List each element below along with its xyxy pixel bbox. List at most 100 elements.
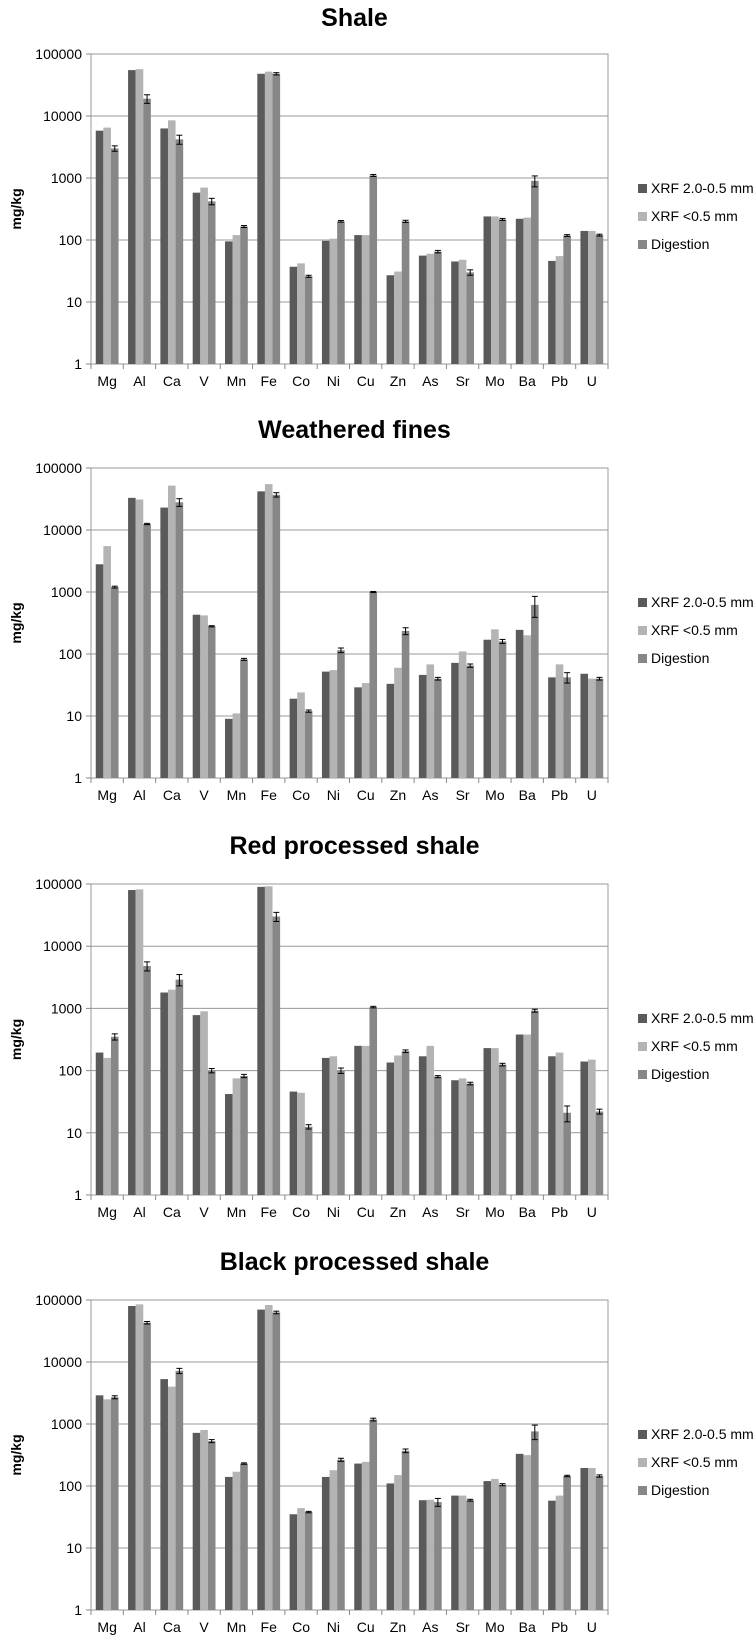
bar-2: [466, 272, 474, 364]
bar-0: [95, 1052, 104, 1195]
x-tick-label: Co: [292, 787, 310, 803]
bar-2: [401, 630, 410, 778]
bar-1: [491, 216, 499, 364]
bar-1: [361, 1461, 370, 1610]
bar-2: [175, 502, 184, 778]
y-tick-label: 1: [74, 1602, 82, 1618]
bar-2: [369, 1007, 378, 1195]
bar-1: [426, 1045, 435, 1195]
bar-1: [297, 692, 305, 778]
bar-2: [401, 1051, 410, 1195]
bar-0: [95, 564, 104, 778]
bar-1: [103, 1399, 111, 1610]
bar-0: [192, 614, 201, 778]
bar-2: [110, 1036, 119, 1195]
bar-0: [289, 1514, 298, 1610]
x-tick-label: Al: [133, 373, 145, 389]
bar-1: [264, 71, 273, 365]
bar-1: [135, 499, 144, 778]
x-tick-label: As: [422, 1619, 438, 1635]
bar-0: [289, 698, 298, 778]
bar-2: [498, 219, 507, 364]
bar-2: [304, 711, 313, 778]
x-tick-label: Mo: [485, 787, 505, 803]
y-tick-label: 100000: [35, 1292, 82, 1308]
legend-label: Digestion: [651, 236, 709, 252]
bar-2: [563, 677, 571, 778]
x-tick-label: V: [199, 373, 209, 389]
bar-0: [483, 216, 492, 364]
x-tick-label: Mn: [227, 373, 246, 389]
bar-0: [321, 671, 330, 778]
bar-1: [394, 1475, 402, 1610]
bar-1: [264, 886, 273, 1195]
legend-label: XRF 2.0-0.5 mm: [651, 180, 754, 196]
bar-2: [110, 1397, 119, 1610]
bar-2: [175, 139, 184, 364]
bar-2: [272, 494, 281, 778]
x-tick-label: Sr: [456, 373, 470, 389]
legend-swatch-0: [638, 184, 647, 193]
y-tick-label: 10: [66, 294, 82, 310]
legend-label: XRF 2.0-0.5 mm: [651, 1426, 754, 1442]
bar-2: [401, 221, 410, 364]
legend-swatch-0: [638, 598, 647, 607]
bar-0: [483, 639, 492, 778]
y-axis-label: mg/kg: [8, 1434, 24, 1475]
chart-panel-1: Weathered fines 1 10 100 1000 10000 100000 mg/k…: [8, 416, 754, 803]
bar-1: [200, 1430, 208, 1610]
x-tick-label: Mn: [227, 787, 246, 803]
bar-0: [128, 1306, 136, 1610]
bar-1: [458, 651, 467, 778]
bar-0: [95, 130, 104, 364]
bar-0: [354, 235, 362, 364]
bar-2: [337, 221, 345, 364]
bar-0: [160, 1379, 168, 1610]
chart-title: Shale: [321, 4, 388, 32]
bar-1: [394, 271, 402, 364]
bar-2: [304, 1126, 313, 1195]
x-tick-label: Ca: [163, 373, 181, 389]
bar-0: [160, 507, 168, 778]
x-tick-label: Fe: [261, 787, 278, 803]
bar-0: [257, 886, 265, 1195]
bar-0: [580, 230, 589, 364]
bar-2: [595, 678, 604, 778]
bar-0: [580, 673, 589, 778]
bar-1: [458, 259, 467, 364]
legend-swatch-2: [638, 1070, 647, 1079]
x-tick-label: Zn: [390, 1204, 406, 1220]
chart-panel-3: Black processed shale 1 10 100 1000 10000 1000…: [8, 1248, 754, 1635]
bar-0: [515, 1034, 524, 1195]
bar-2: [337, 1459, 345, 1610]
bar-2: [272, 73, 281, 364]
bar-1: [264, 1305, 273, 1610]
legend-swatch-1: [638, 212, 647, 221]
bar-2: [143, 98, 151, 364]
x-tick-label: U: [587, 1619, 597, 1635]
bar-1: [329, 238, 338, 364]
bar-1: [167, 1386, 176, 1610]
bar-1: [167, 989, 176, 1195]
x-tick-label: Mg: [97, 787, 116, 803]
bar-0: [548, 1056, 556, 1195]
bar-0: [128, 497, 136, 778]
bar-2: [498, 641, 507, 778]
x-tick-label: Pb: [551, 1619, 568, 1635]
x-tick-label: Al: [133, 1619, 145, 1635]
bar-1: [491, 1048, 499, 1195]
legend-label: XRF <0.5 mm: [651, 208, 738, 224]
x-tick-label: U: [587, 787, 597, 803]
bar-0: [451, 261, 459, 364]
x-tick-label: Mo: [485, 373, 505, 389]
x-tick-label: Ni: [327, 787, 340, 803]
x-tick-label: Zn: [390, 373, 406, 389]
y-tick-label: 10: [66, 1125, 82, 1141]
bar-1: [491, 629, 499, 778]
bar-1: [103, 1057, 111, 1195]
bar-1: [167, 120, 176, 364]
bar-1: [426, 253, 435, 364]
bar-1: [426, 1499, 435, 1610]
y-tick-label: 10: [66, 1540, 82, 1556]
